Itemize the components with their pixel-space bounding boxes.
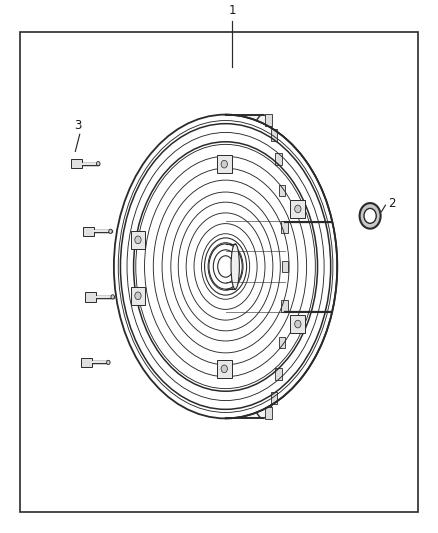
Ellipse shape (135, 292, 141, 300)
FancyBboxPatch shape (265, 407, 272, 419)
Polygon shape (83, 227, 94, 236)
Ellipse shape (295, 320, 301, 328)
FancyBboxPatch shape (276, 368, 282, 380)
Ellipse shape (221, 160, 227, 168)
FancyBboxPatch shape (217, 360, 232, 378)
Polygon shape (81, 358, 92, 367)
Polygon shape (226, 115, 337, 418)
Text: 3: 3 (74, 119, 81, 132)
Ellipse shape (231, 244, 239, 289)
Ellipse shape (109, 229, 112, 233)
Polygon shape (85, 292, 96, 302)
Ellipse shape (106, 360, 110, 365)
FancyBboxPatch shape (281, 221, 288, 233)
FancyBboxPatch shape (276, 153, 282, 165)
FancyBboxPatch shape (217, 155, 232, 173)
FancyBboxPatch shape (279, 185, 286, 197)
Text: 2: 2 (388, 197, 395, 210)
Ellipse shape (221, 365, 227, 373)
Ellipse shape (114, 115, 337, 418)
FancyBboxPatch shape (279, 337, 286, 349)
Ellipse shape (295, 205, 301, 213)
Ellipse shape (364, 208, 376, 223)
FancyBboxPatch shape (271, 392, 277, 404)
FancyBboxPatch shape (131, 231, 145, 249)
Text: 1: 1 (228, 4, 236, 17)
FancyBboxPatch shape (290, 200, 305, 218)
Ellipse shape (360, 203, 381, 229)
Ellipse shape (135, 236, 141, 244)
FancyBboxPatch shape (281, 300, 288, 312)
FancyBboxPatch shape (265, 114, 272, 126)
FancyBboxPatch shape (282, 261, 289, 272)
FancyBboxPatch shape (271, 129, 277, 141)
FancyBboxPatch shape (131, 287, 145, 305)
Polygon shape (71, 159, 81, 168)
Ellipse shape (96, 161, 100, 166)
Ellipse shape (240, 115, 285, 418)
Ellipse shape (111, 295, 114, 299)
FancyBboxPatch shape (290, 315, 305, 333)
